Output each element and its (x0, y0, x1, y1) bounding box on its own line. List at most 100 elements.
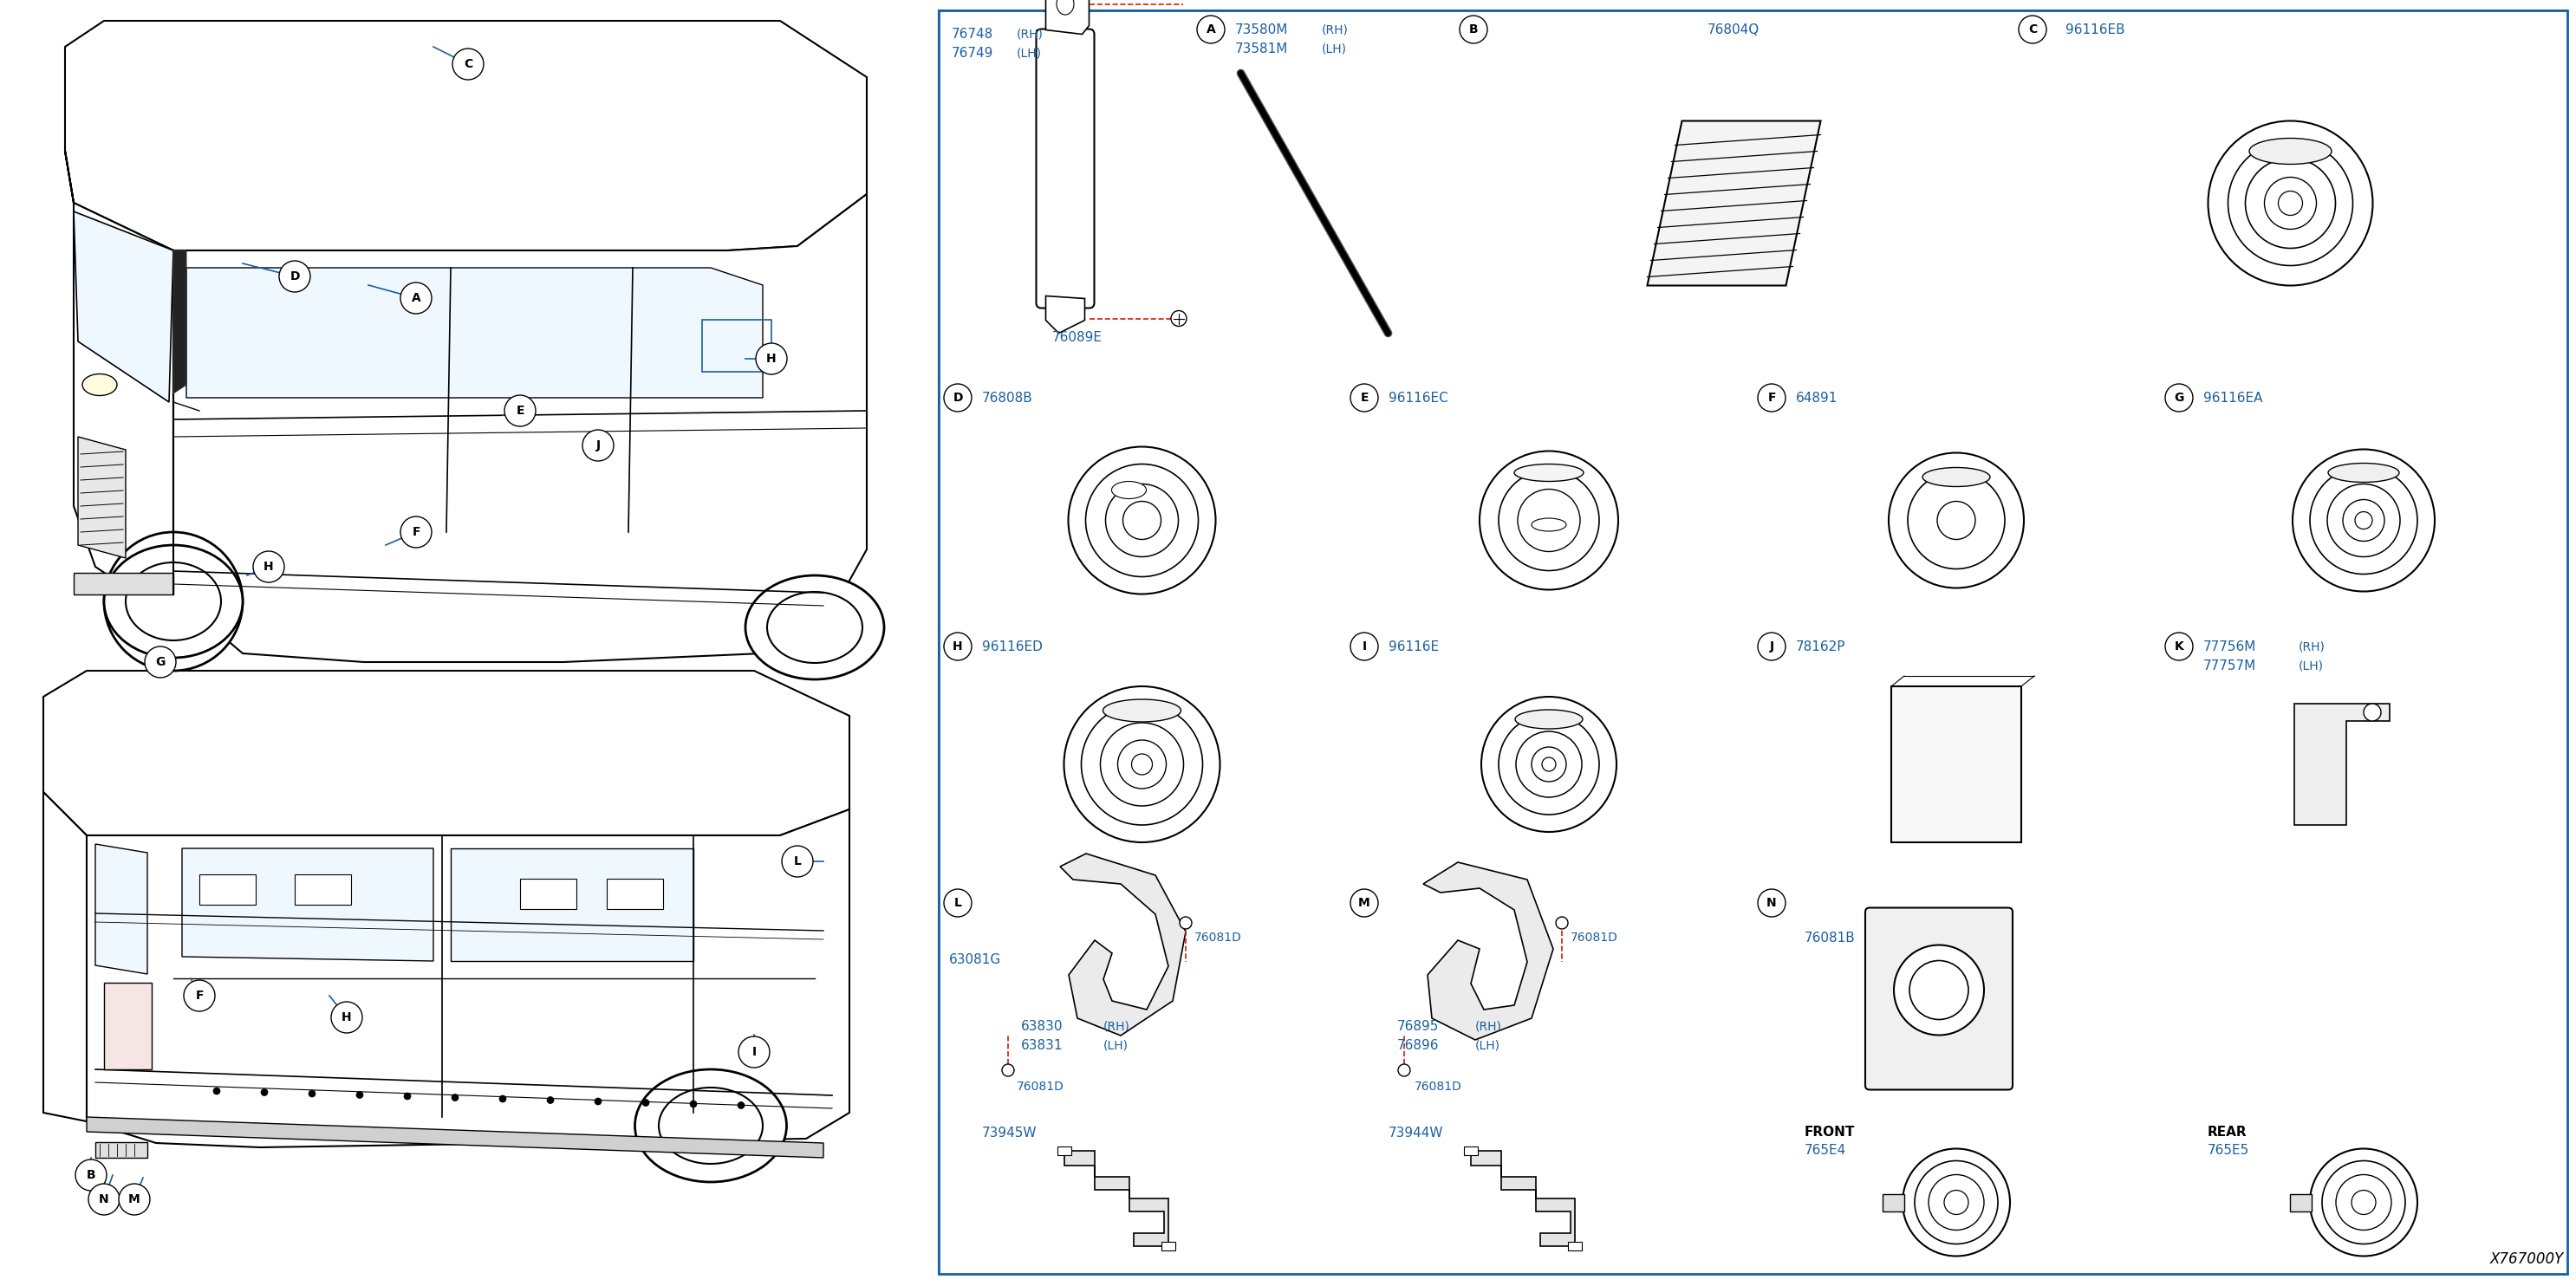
Text: 96116EA: 96116EA (2202, 392, 2262, 405)
Circle shape (943, 385, 971, 412)
Circle shape (2336, 1174, 2391, 1231)
Circle shape (2246, 158, 2336, 248)
Text: (RH): (RH) (1476, 1020, 1502, 1033)
Bar (1883, 1193, 1904, 1211)
Circle shape (1499, 471, 1600, 571)
Text: 73580M: 73580M (1234, 23, 1288, 36)
Text: 76089E: 76089E (1051, 331, 1103, 345)
Ellipse shape (82, 374, 116, 396)
Text: F: F (1767, 392, 1775, 404)
Circle shape (546, 1097, 554, 1103)
Bar (95, 1142, 147, 1157)
Text: 96116ED: 96116ED (981, 640, 1043, 653)
Text: 76081B: 76081B (1806, 931, 1855, 945)
Bar (1193, 10, 1455, 378)
Text: I: I (1363, 640, 1365, 652)
Text: 76081D: 76081D (1018, 1080, 1064, 1093)
Text: 76081D: 76081D (1414, 1080, 1463, 1093)
Circle shape (1131, 754, 1151, 774)
Polygon shape (88, 809, 850, 1147)
Text: 96116EB: 96116EB (2066, 23, 2125, 36)
Text: 96116E: 96116E (1388, 640, 1440, 653)
Circle shape (500, 1096, 507, 1102)
Circle shape (2326, 484, 2401, 557)
Bar (2159, 1114, 2568, 1274)
Polygon shape (1046, 296, 1084, 333)
Bar (938, 1114, 1345, 1274)
Bar (938, 628, 1345, 883)
Bar (1891, 687, 2022, 842)
Bar (1463, 1146, 1479, 1155)
Text: 63830: 63830 (1020, 1020, 1064, 1033)
Text: 76895: 76895 (1396, 1020, 1440, 1033)
Circle shape (582, 430, 613, 460)
Text: N: N (98, 1193, 108, 1205)
Polygon shape (1064, 1151, 1167, 1246)
Text: 76749: 76749 (951, 46, 994, 59)
Circle shape (252, 552, 283, 583)
Ellipse shape (1533, 518, 1566, 531)
Polygon shape (64, 21, 866, 251)
Text: 73581M: 73581M (1234, 42, 1288, 55)
Circle shape (2293, 449, 2434, 592)
Circle shape (2342, 499, 2385, 541)
Circle shape (1002, 1064, 1015, 1076)
Circle shape (781, 846, 814, 877)
Bar (2159, 628, 2568, 883)
Bar (1345, 883, 1752, 1114)
Circle shape (2166, 633, 2192, 660)
Bar (1345, 1114, 1752, 1274)
Text: 76081D: 76081D (1195, 931, 1242, 944)
Ellipse shape (1922, 468, 1991, 486)
Text: 73944W: 73944W (1388, 1127, 1443, 1139)
Circle shape (1515, 732, 1582, 797)
Circle shape (2228, 141, 2352, 266)
Polygon shape (185, 267, 762, 397)
Circle shape (1118, 739, 1167, 788)
Polygon shape (1646, 121, 1821, 285)
Circle shape (1481, 697, 1618, 832)
Polygon shape (95, 844, 147, 974)
Text: (RH): (RH) (1018, 28, 1043, 40)
Bar (1056, 1146, 1072, 1155)
Text: D: D (289, 270, 299, 283)
Circle shape (1172, 311, 1188, 327)
Bar (103, 983, 152, 1070)
Ellipse shape (1113, 481, 1146, 499)
Text: 76808B: 76808B (981, 392, 1033, 405)
Circle shape (2354, 512, 2372, 529)
Circle shape (144, 647, 175, 678)
Bar (1162, 1241, 1175, 1250)
Bar (703, 320, 770, 372)
Polygon shape (1471, 1151, 1574, 1246)
Text: F: F (412, 526, 420, 538)
Text: 765E5: 765E5 (2208, 1143, 2249, 1157)
Circle shape (595, 1098, 603, 1105)
Circle shape (2208, 121, 2372, 285)
Circle shape (2277, 192, 2303, 215)
Text: 76081D: 76081D (1571, 931, 1618, 944)
Polygon shape (75, 211, 173, 403)
Ellipse shape (126, 562, 222, 640)
Polygon shape (1046, 0, 1090, 35)
Circle shape (75, 1160, 106, 1191)
Circle shape (1479, 451, 1618, 590)
Text: B: B (88, 1169, 95, 1181)
Circle shape (505, 395, 536, 427)
Circle shape (943, 889, 971, 917)
Text: FRONT: FRONT (1806, 1125, 1855, 1138)
Ellipse shape (768, 592, 863, 662)
Ellipse shape (744, 575, 884, 679)
Polygon shape (2295, 703, 2391, 826)
Polygon shape (173, 194, 866, 662)
Circle shape (118, 1183, 149, 1215)
Ellipse shape (1515, 464, 1584, 481)
Text: 77756M: 77756M (2202, 640, 2257, 653)
Circle shape (1757, 889, 1785, 917)
Polygon shape (88, 1118, 824, 1157)
Circle shape (183, 980, 214, 1011)
Ellipse shape (1515, 710, 1582, 729)
Bar (938, 883, 1345, 1114)
Text: 64891: 64891 (1795, 392, 1837, 405)
Text: J: J (1770, 640, 1775, 652)
